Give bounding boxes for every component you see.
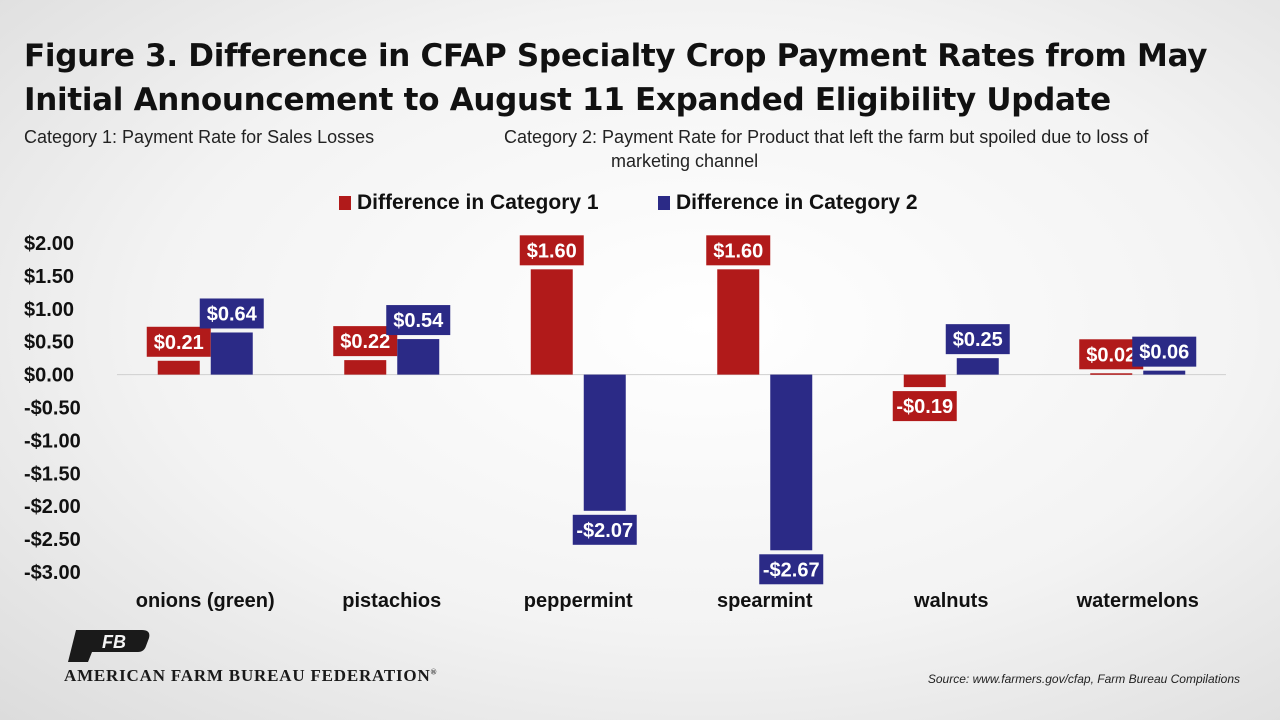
data-label: $0.02 [1086,344,1136,366]
registered-mark: ® [430,667,438,677]
chart-title: Figure 3. Difference in CFAP Specialty C… [24,34,1254,122]
organization-name: AMERICAN FARM BUREAU FEDERATION® [64,666,437,686]
title-line: Initial Announcement to August 11 Expand… [24,82,1111,118]
bar-series-1 [1090,373,1133,375]
bar-series-1 [344,360,387,375]
category-2-label: Category 2: Payment Rate for Product tha… [504,127,1149,147]
data-label: $0.06 [1139,342,1189,364]
x-tick-label: pistachios [342,590,441,612]
data-label-box [519,235,584,266]
legend-swatch-series-2 [658,196,670,210]
y-tick-label: -$2.00 [24,496,81,518]
data-label-box [199,298,264,329]
legend-item-series-2: Difference in Category 2 [658,191,918,215]
data-label: $0.21 [154,332,204,354]
y-tick-label: $1.50 [24,266,74,288]
title-line: Figure 3. Difference in CFAP Specialty C… [24,38,1208,74]
bar-series-2 [397,339,440,375]
organization-text: AMERICAN FARM BUREAU FEDERATION [64,666,431,685]
bar-series-2 [1143,370,1186,375]
x-tick-label: walnuts [913,590,988,612]
bar-series-2 [210,332,253,375]
data-label-box [386,305,451,336]
data-label: $1.60 [713,240,763,262]
bar-series-2 [956,358,999,375]
data-label-box [945,324,1010,355]
x-tick-label: watermelons [1076,590,1199,612]
x-tick-label: peppermint [524,590,633,612]
category-2-note: Category 2: Payment Rate for Product tha… [504,125,1244,173]
category-1-note: Category 1: Payment Rate for Sales Losse… [24,127,375,147]
data-label-box [892,391,957,422]
data-label: -$2.07 [576,520,633,542]
logo-letters: FB [102,632,126,652]
legend-label-series-2: Difference in Category 2 [676,191,918,214]
data-label: $0.22 [340,331,390,353]
data-label: -$0.19 [896,396,953,418]
legend-label-series-1: Difference in Category 1 [357,191,599,214]
legend: Difference in Category 1 Difference in C… [0,191,1280,221]
bar-series-1 [530,269,573,375]
bar-series-2 [583,374,626,511]
y-tick-label: -$1.50 [24,463,81,485]
y-tick-label: $1.00 [24,299,74,321]
y-tick-label: $2.00 [24,233,74,255]
data-label: $1.60 [527,240,577,262]
data-label-box [759,554,824,585]
data-label-box [706,235,771,266]
y-tick-label: $0.50 [24,332,74,354]
y-tick-label: -$0.50 [24,398,81,420]
legend-swatch-series-1 [339,196,351,210]
farm-bureau-logo: FB [68,630,150,662]
source-note: Source: www.farmers.gov/cfap, Farm Burea… [927,672,1240,686]
bar-series-1 [157,360,200,375]
bar-chart: $2.00 $1.50 $1.00 $0.50 $0.00 -$0.50 -$1.00 -$1… [24,233,1226,612]
y-tick-label: -$1.00 [24,430,81,452]
x-tick-label: spearmint [717,590,813,612]
legend-item-series-1: Difference in Category 1 [339,191,599,215]
bar-series-1 [717,269,760,375]
data-label: $0.64 [207,303,258,325]
x-tick-label: onions (green) [136,590,275,612]
y-tick-label: $0.00 [24,365,74,387]
data-label: -$2.67 [763,559,820,581]
data-label-box [146,326,211,357]
bar-series-1 [903,374,946,388]
data-label: $0.25 [953,329,1003,351]
logo-shape [68,630,150,662]
y-tick-label: -$3.00 [24,562,81,584]
data-label: $0.54 [393,310,444,332]
bar-series-2 [770,374,813,551]
data-label-box [572,514,637,545]
category-2-continuation: marketing channel [611,151,759,171]
data-label-box [1132,336,1197,367]
y-tick-label: -$2.50 [24,529,81,551]
